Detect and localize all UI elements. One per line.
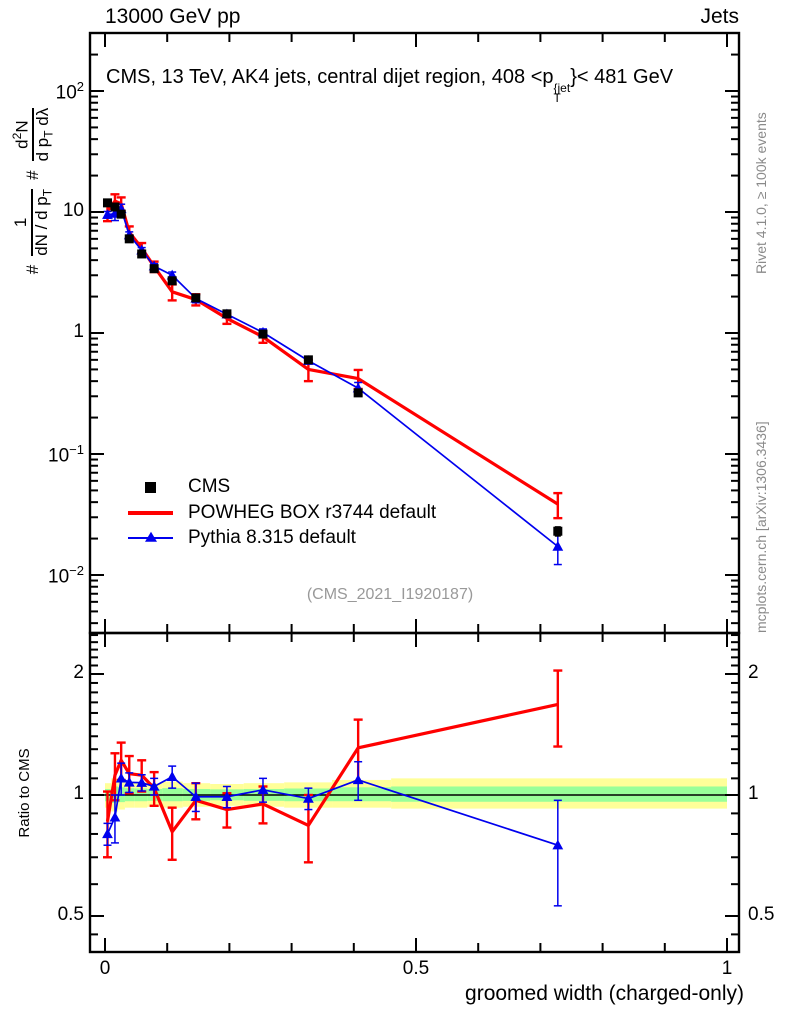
x-tick-label: 1: [721, 958, 733, 979]
ratio-series-pythia: [102, 760, 564, 907]
series-cms: [102, 198, 563, 537]
x-axis-title: groomed width (charged-only): [465, 982, 744, 1005]
frac2-den-tail: dλ: [32, 107, 52, 131]
analysis-id-watermark: (CMS_2021_I1920187): [306, 586, 474, 603]
legend: CMS POWHEG BOX r3744 default Pythia 8.31…: [128, 476, 436, 549]
ratio-y-tick-label-left: 1: [73, 783, 84, 804]
hash-symbol: #: [23, 170, 42, 180]
frac2-denominator: d pT dλ: [32, 107, 56, 162]
frac2-num-d: d: [12, 139, 32, 149]
fraction-d2N-over-dpT-dlambda: d2N d pT dλ: [9, 107, 56, 162]
frac1-den-sub: T: [39, 188, 54, 197]
beam-energy-label: 13000 GeV pp: [105, 5, 241, 28]
main-panel-data: [102, 193, 564, 566]
ratio-y-tick-label-right: 2: [748, 662, 759, 683]
legend-label-powheg: POWHEG BOX r3744 default: [188, 502, 437, 523]
axis-ticks: [90, 33, 739, 952]
frac2-num-exp: 2: [9, 132, 24, 140]
powheg-line-marker-icon: [128, 502, 173, 524]
legend-label-cms: CMS: [188, 476, 231, 497]
legend-item-powheg: POWHEG BOX r3744 default: [128, 502, 436, 524]
cms-square-marker-icon: [128, 476, 173, 498]
main-y-tick-label: 1: [73, 321, 84, 342]
frac2-den-sub: T: [41, 130, 56, 138]
ratio-y-tick-label-left: 2: [73, 662, 84, 683]
legend-item-pythia: Pythia 8.315 default: [128, 527, 436, 549]
pythia-line-triangle-marker-icon: [128, 527, 173, 549]
plot-title-prefix: CMS, 13 TeV, AK4 jets, central dijet reg…: [106, 66, 554, 88]
analysis-category-label: Jets: [700, 5, 739, 28]
ratio-y-tick-label-right: 0.5: [748, 904, 775, 925]
plot-title-subscript: T: [553, 91, 561, 105]
main-y-tick-label: 102: [55, 79, 84, 104]
fraction-1-over-dN-dpT: 1 dN / d pT: [11, 188, 54, 256]
plot-title-superscript: {jet: [553, 81, 571, 95]
main-y-tick-label: 10−1: [48, 442, 84, 467]
x-tick-label: 0: [99, 958, 111, 979]
main-y-tick-label: 10: [62, 200, 84, 221]
series-powheg: [102, 193, 563, 520]
plot-title-suffix: }< 481 GeV: [570, 66, 674, 88]
legend-item-cms: CMS: [128, 476, 436, 498]
frac2-num-N: N: [12, 120, 32, 133]
rivet-version-note: Rivet 4.1.0, ≥ 100k events: [753, 112, 769, 274]
hash-symbol: #: [23, 264, 42, 275]
ratio-panel-frame: [88, 631, 741, 954]
x-tick-label: 0.5: [402, 958, 430, 979]
ratio-panel-data: [102, 669, 564, 907]
ratio-y-tick-label-left: 0.5: [57, 904, 84, 925]
frac1-denominator: dN / d pT: [32, 188, 54, 256]
mcplots-reference-note: mcplots.cern.ch [arXiv:1306.3436]: [753, 421, 769, 633]
legend-label-pythia: Pythia 8.315 default: [188, 527, 356, 548]
frac2-den-text: d p: [32, 137, 52, 162]
frac2-numerator: d2N: [9, 120, 32, 149]
pt-sup-sub-stack: {jet T: [553, 81, 571, 105]
main-y-tick-label: 10−2: [48, 563, 84, 588]
plot-title: CMS, 13 TeV, AK4 jets, central dijet reg…: [106, 66, 674, 105]
ratio-y-tick-label-right: 1: [748, 783, 759, 804]
